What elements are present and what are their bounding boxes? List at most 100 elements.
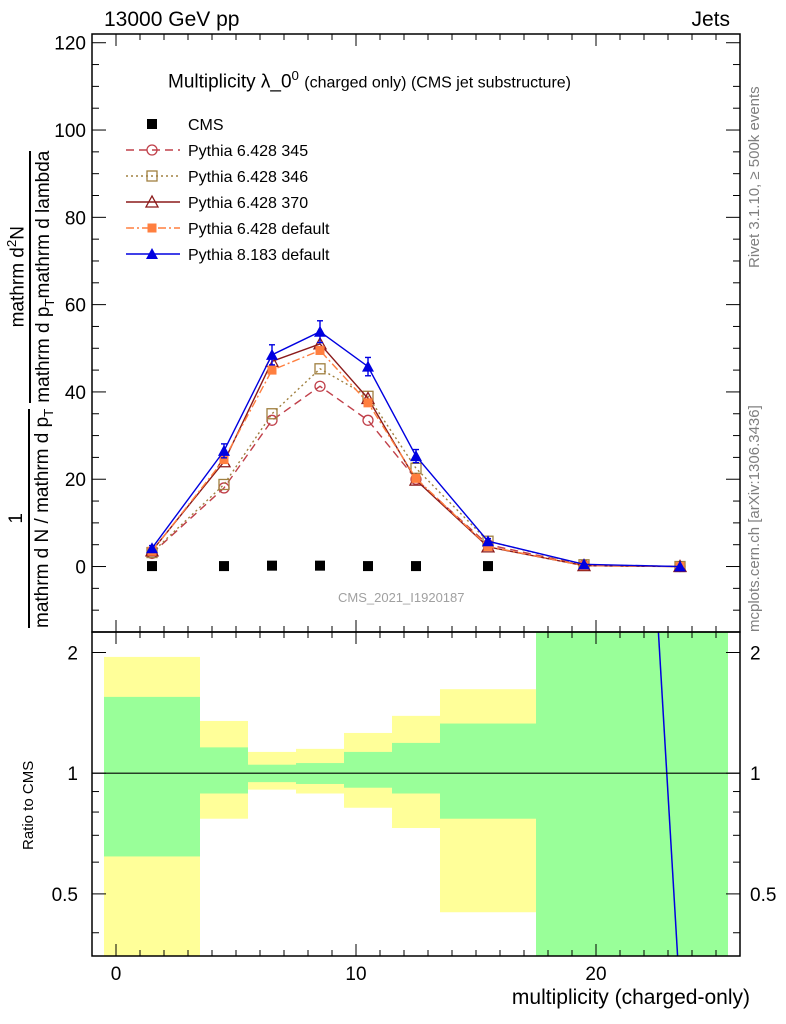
data-point <box>411 561 421 572</box>
ratio-green-band <box>344 751 392 788</box>
legend-item: Pythia 8.183 default <box>126 247 330 264</box>
y-label-numerator-b: mathrm d2N <box>4 151 29 403</box>
y-axis-label: 1 mathrm d N / mathrm d pT mathrm d2N ma… <box>4 28 58 628</box>
data-point <box>147 561 157 572</box>
legend-marker <box>147 119 157 129</box>
y-label-num-b-sup: 2 <box>4 239 19 248</box>
legend-item: Pythia 6.428 370 <box>126 194 308 212</box>
y-tick-label: 20 <box>65 470 86 491</box>
series-pythia-6-428-346 <box>146 363 686 573</box>
data-point <box>266 348 278 360</box>
data-point <box>219 455 229 465</box>
legend-item: Pythia 6.428 default <box>126 221 330 238</box>
x-tick-label: 10 <box>345 964 366 985</box>
header-energy-label: 13000 GeV pp <box>104 8 240 31</box>
y-label-num-b-text: mathrm d <box>7 247 29 328</box>
data-point <box>362 360 374 372</box>
y-label-num-b-text2: N <box>7 225 29 240</box>
y-tick-label: 80 <box>65 208 86 229</box>
data-point <box>410 450 422 462</box>
data-point <box>315 560 325 571</box>
legend-marker <box>147 223 157 233</box>
data-point <box>266 414 278 426</box>
data-point <box>362 414 374 426</box>
y-label-numerator-one: 1 <box>5 513 27 524</box>
legend-label: Pythia 6.428 346 <box>188 169 308 186</box>
y-label-den-b-sub: T <box>42 298 58 307</box>
data-point <box>267 560 277 571</box>
ratio-green-band <box>104 696 200 857</box>
legend-label: Pythia 6.428 345 <box>188 143 308 160</box>
ratio-y-axis-label: Ratio to CMS <box>20 760 37 850</box>
data-point <box>314 363 326 375</box>
mcplots-label: mcplots.cern.ch [arXiv:1306.3436] <box>746 405 763 632</box>
ratio-tick-label-left: 0.5 <box>52 885 78 906</box>
legend-label: Pythia 6.428 370 <box>188 195 308 212</box>
ratio-tick-label-right: 0.5 <box>750 885 776 906</box>
data-point <box>314 380 326 392</box>
ratio-tick-label-right: 1 <box>750 764 761 785</box>
data-point <box>674 560 686 572</box>
x-tick-label: 0 <box>111 964 122 985</box>
ratio-bands-group <box>104 632 728 956</box>
analysis-watermark: CMS_2021_I1920187 <box>338 590 465 605</box>
y-tick-label: 40 <box>65 383 86 404</box>
series-cms <box>147 560 493 572</box>
data-point <box>146 542 158 554</box>
ratio-green-band <box>440 723 536 819</box>
chart-title-main: Multiplicity λ_0 <box>168 71 292 93</box>
ratio-model-line <box>657 632 679 956</box>
legend-label: CMS <box>188 117 224 134</box>
ratio-panel-frame <box>91 631 741 957</box>
y-tick-label: 100 <box>54 121 86 142</box>
legend-item: Pythia 6.428 345 <box>126 143 308 160</box>
legend-marker <box>146 170 158 182</box>
x-tick-label: 20 <box>585 964 606 985</box>
chart-title: Multiplicity λ_00 (charged only) (CMS je… <box>168 68 571 93</box>
data-point <box>218 444 230 456</box>
chart-title-suffix: (charged only) (CMS jet substructure) <box>304 74 571 92</box>
ratio-green-band <box>632 632 728 956</box>
legend-marker <box>146 144 158 156</box>
data-point <box>267 365 277 375</box>
y-label-denominator-b: mathrm d pTmathrm d lambda <box>29 150 58 403</box>
x-axis-label: multiplicity (charged-only) <box>511 986 750 1009</box>
data-point <box>363 561 373 572</box>
y-label-den-b-text: mathrm d p <box>33 306 55 403</box>
data-point <box>314 325 326 337</box>
data-point <box>411 473 421 483</box>
series-pythia-8-183-default <box>146 320 686 572</box>
rivet-version-label: Rivet 3.1.10, ≥ 500k events <box>746 86 763 268</box>
data-point <box>218 478 230 491</box>
ratio-green-band <box>200 747 248 794</box>
data-point <box>482 535 494 547</box>
legend-item: Pythia 6.428 346 <box>126 169 308 186</box>
ratio-tick-label-left: 2 <box>67 644 78 665</box>
series-line <box>151 385 681 568</box>
legend-marker <box>146 248 158 259</box>
data-point <box>266 408 278 420</box>
ratio-tick-label-left: 1 <box>67 764 78 785</box>
ratio-green-band <box>392 742 440 794</box>
data-point <box>363 398 373 408</box>
y-label-den-b-text2: mathrm d lambda <box>33 150 55 299</box>
data-point <box>483 541 493 551</box>
legend-label: Pythia 8.183 default <box>188 247 330 264</box>
ratio-green-band <box>536 632 632 956</box>
data-point <box>315 345 325 355</box>
chart-title-sup: 0 <box>291 68 299 83</box>
y-label-den-a-sub: T <box>40 408 56 417</box>
y-tick-label: 120 <box>54 34 86 55</box>
legend-label: Pythia 6.428 default <box>188 221 330 238</box>
data-point <box>578 558 590 570</box>
legend-item: CMS <box>147 117 224 134</box>
legend-marker <box>144 194 160 208</box>
legend: CMS Pythia 6.428 345 Pythia 6.428 346 Pythi… <box>126 117 330 264</box>
y-label-denominator-a: mathrm d N / mathrm d pT <box>27 408 56 628</box>
series-line <box>151 367 681 568</box>
y-tick-label: 0 <box>75 558 86 579</box>
data-point <box>219 561 229 572</box>
data-point <box>483 561 493 572</box>
